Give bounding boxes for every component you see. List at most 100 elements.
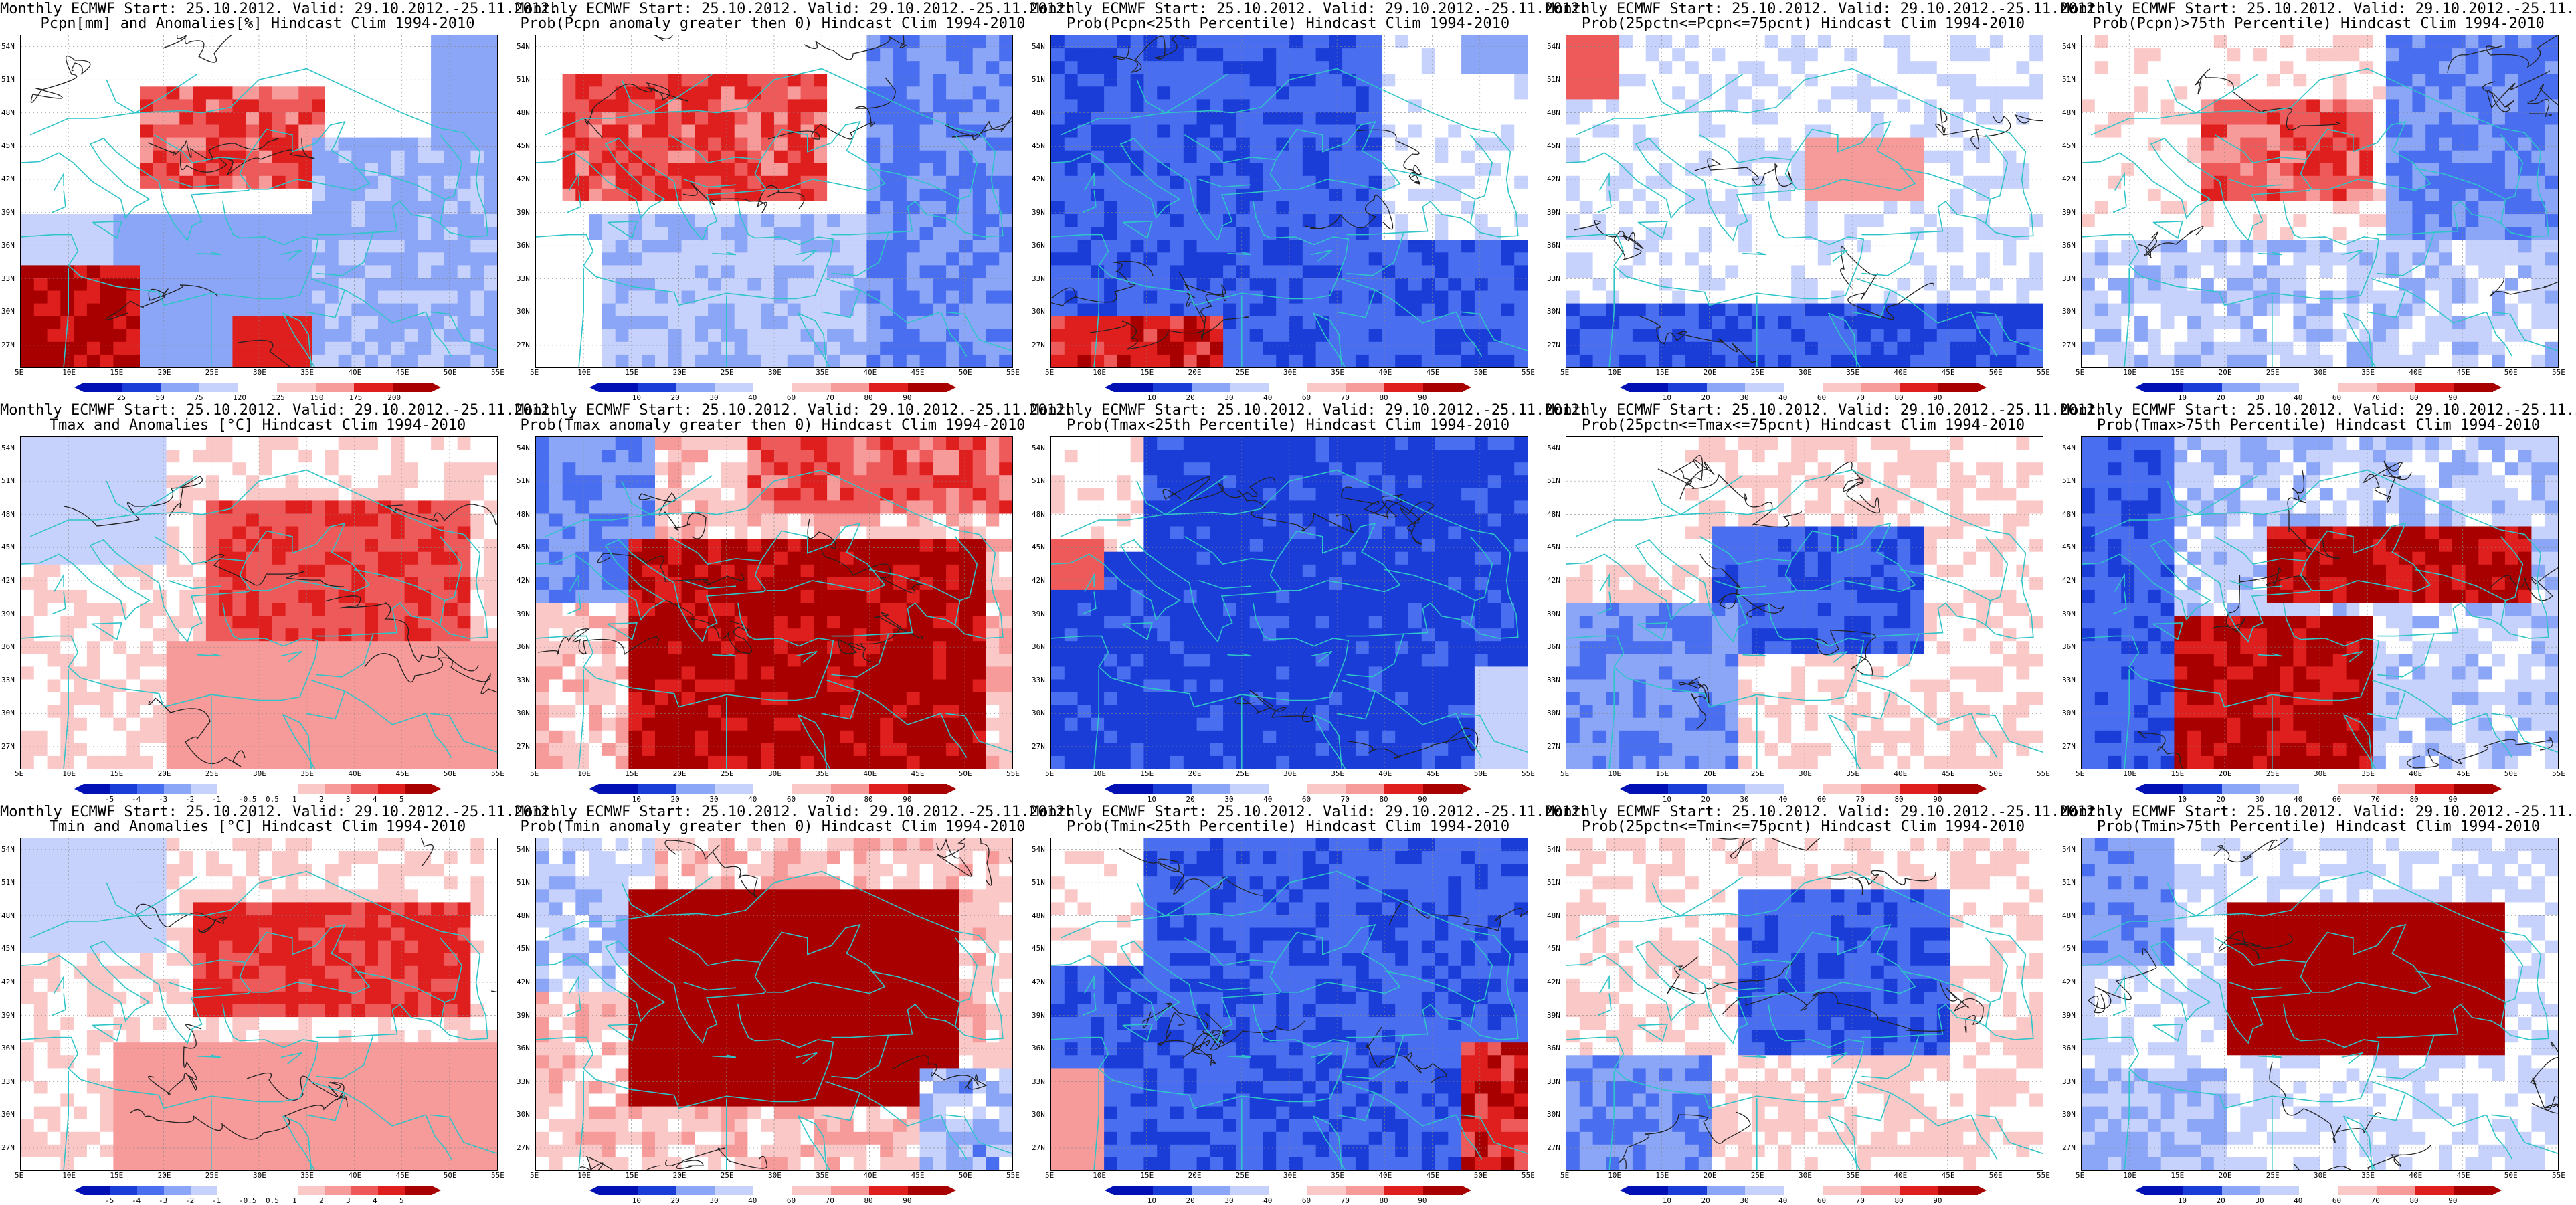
field-cell [2253, 227, 2268, 240]
field-cell [405, 74, 419, 87]
field-cell [2466, 214, 2480, 227]
field-cell [708, 355, 722, 367]
field-cell [642, 342, 656, 355]
field-cell [1514, 304, 1528, 317]
field-cell [2386, 214, 2400, 227]
field-cell [1606, 342, 1620, 355]
field-cell [2293, 278, 2307, 292]
field-cell [1950, 291, 1964, 304]
field-cell [655, 304, 669, 317]
field-cell [1395, 329, 1409, 343]
field-cell [1395, 252, 1409, 266]
field-cell [1897, 278, 1911, 292]
field-cell [1382, 112, 1396, 126]
field-cell [1117, 240, 1131, 253]
field-cell [2240, 74, 2254, 87]
field-cell [60, 278, 74, 292]
field-cell [365, 74, 379, 87]
field-cell [1356, 342, 1370, 355]
field-cell [1065, 35, 1079, 49]
field-cell [1223, 227, 1237, 240]
field-cell [1566, 201, 1580, 215]
field-cell [682, 74, 696, 87]
field-cell [602, 329, 616, 343]
field-cell [1897, 342, 1911, 355]
field-cell [21, 74, 35, 87]
field-cell [2082, 265, 2096, 278]
field-cell [365, 214, 379, 227]
field-cell [2253, 48, 2268, 62]
field-cell [801, 112, 815, 126]
field-cell [946, 86, 960, 100]
field-cell [946, 74, 960, 87]
field-cell [854, 355, 868, 367]
field-cell [1065, 214, 1079, 227]
field-cell [1619, 125, 1633, 138]
field-cell [470, 227, 484, 240]
field-cell [1818, 214, 1832, 227]
field-cell [2425, 61, 2440, 74]
field-cell [1937, 240, 1951, 253]
field-cell [2108, 329, 2122, 343]
field-cell [801, 278, 815, 292]
field-cell [418, 278, 432, 292]
field-cell [999, 304, 1012, 317]
field-cell [179, 112, 193, 126]
field-cell [668, 291, 682, 304]
field-cell [48, 138, 62, 151]
field-cell [1236, 278, 1251, 292]
field-cell [946, 112, 960, 126]
field-cell [1488, 227, 1502, 240]
field-cell [1501, 240, 1515, 253]
field-cell [655, 176, 669, 189]
field-cell [2161, 163, 2175, 177]
field-cell [193, 342, 207, 355]
field-cell [219, 265, 234, 278]
field-cell [126, 252, 141, 266]
field-cell [1633, 61, 1647, 74]
field-cell [2373, 74, 2387, 87]
field-cell [2399, 214, 2413, 227]
field-cell [1778, 99, 1792, 112]
field-cell [2016, 214, 2030, 227]
field-cell [100, 112, 114, 126]
field-cell [1963, 74, 1977, 87]
field-cell [339, 278, 353, 292]
field-cell [1619, 48, 1633, 62]
field-cell [2306, 176, 2320, 189]
field-cell [378, 329, 392, 343]
field-cell [1924, 86, 1938, 100]
field-cell [2452, 61, 2466, 74]
field-cell [1263, 112, 1277, 126]
field-cell [2425, 304, 2440, 317]
panel-title-line2: Prob(Pcpn<25th Percentile) Hindcast Clim… [1030, 16, 1546, 32]
field-cell [2082, 329, 2096, 343]
field-cell [2425, 265, 2440, 278]
field-cell [458, 240, 472, 253]
field-cell [973, 61, 987, 74]
field-cell [1329, 329, 1343, 343]
field-cell [1210, 329, 1224, 343]
field-cell [2439, 252, 2453, 266]
field-cell [1752, 304, 1766, 317]
field-cell [973, 112, 987, 126]
field-cell [1593, 316, 1607, 330]
field-cell [2439, 74, 2453, 87]
field-cell [484, 329, 497, 343]
field-cell [536, 227, 550, 240]
field-cell [774, 74, 788, 87]
field-cell [747, 112, 761, 126]
field-cell [1857, 240, 1871, 253]
field-cell [1924, 291, 1938, 304]
field-cell [365, 252, 379, 266]
field-cell [549, 316, 563, 330]
field-cell [2518, 151, 2533, 164]
field-cell [1566, 278, 1580, 292]
field-cell [378, 138, 392, 151]
field-cell [113, 355, 127, 367]
field-cell [1475, 240, 1489, 253]
field-cell [642, 291, 656, 304]
field-cell [431, 163, 445, 177]
field-cell [2134, 304, 2148, 317]
field-cell [1725, 355, 1739, 367]
